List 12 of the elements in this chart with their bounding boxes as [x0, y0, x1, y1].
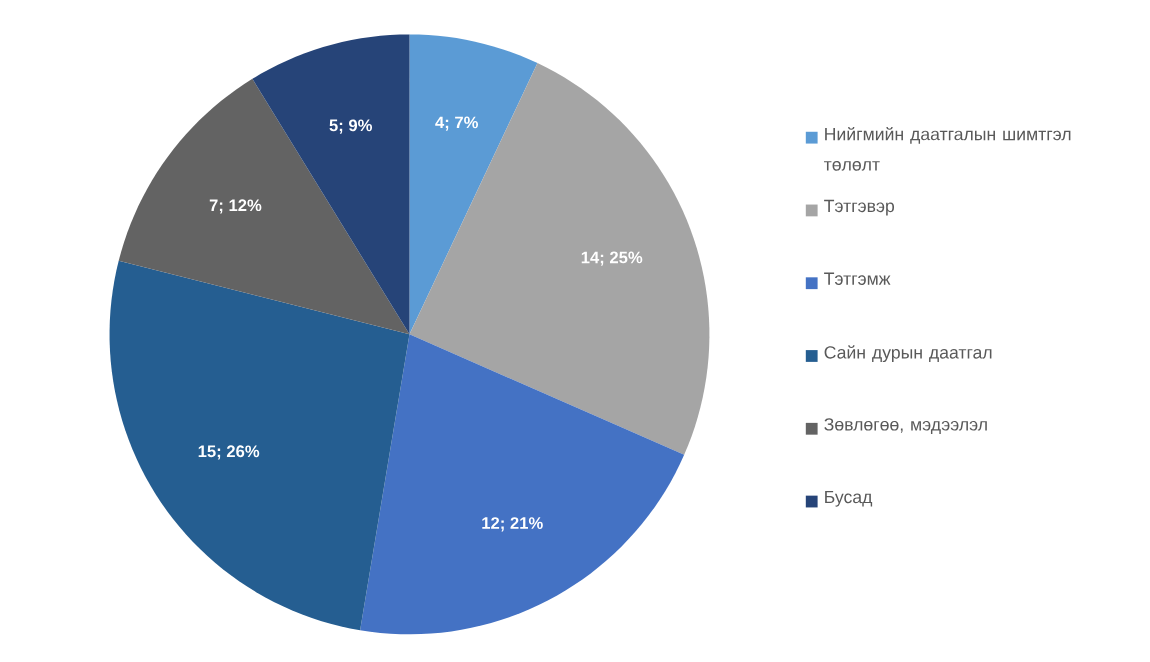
legend-label: Сайн дурын даатгал	[824, 345, 992, 363]
data-label: 15; 26%	[198, 445, 260, 460]
data-label: 7; 12%	[209, 199, 262, 214]
legend-label: Зөвлөгөө, мэдээлэл	[824, 418, 987, 435]
legend-label: Бусад	[825, 490, 873, 507]
legend-label: Нийгмийн даатгалын шимтгэл төлөлт	[824, 127, 1071, 171]
data-label: 12; 21%	[482, 517, 543, 532]
data-label: 4; 7%	[435, 116, 479, 131]
legend-label: Тэтгэвэр	[824, 199, 895, 216]
data-label: 14; 25%	[581, 251, 643, 266]
legend-label: Тэтгэмж	[824, 272, 891, 285]
data-label: 5; 9%	[329, 119, 373, 134]
